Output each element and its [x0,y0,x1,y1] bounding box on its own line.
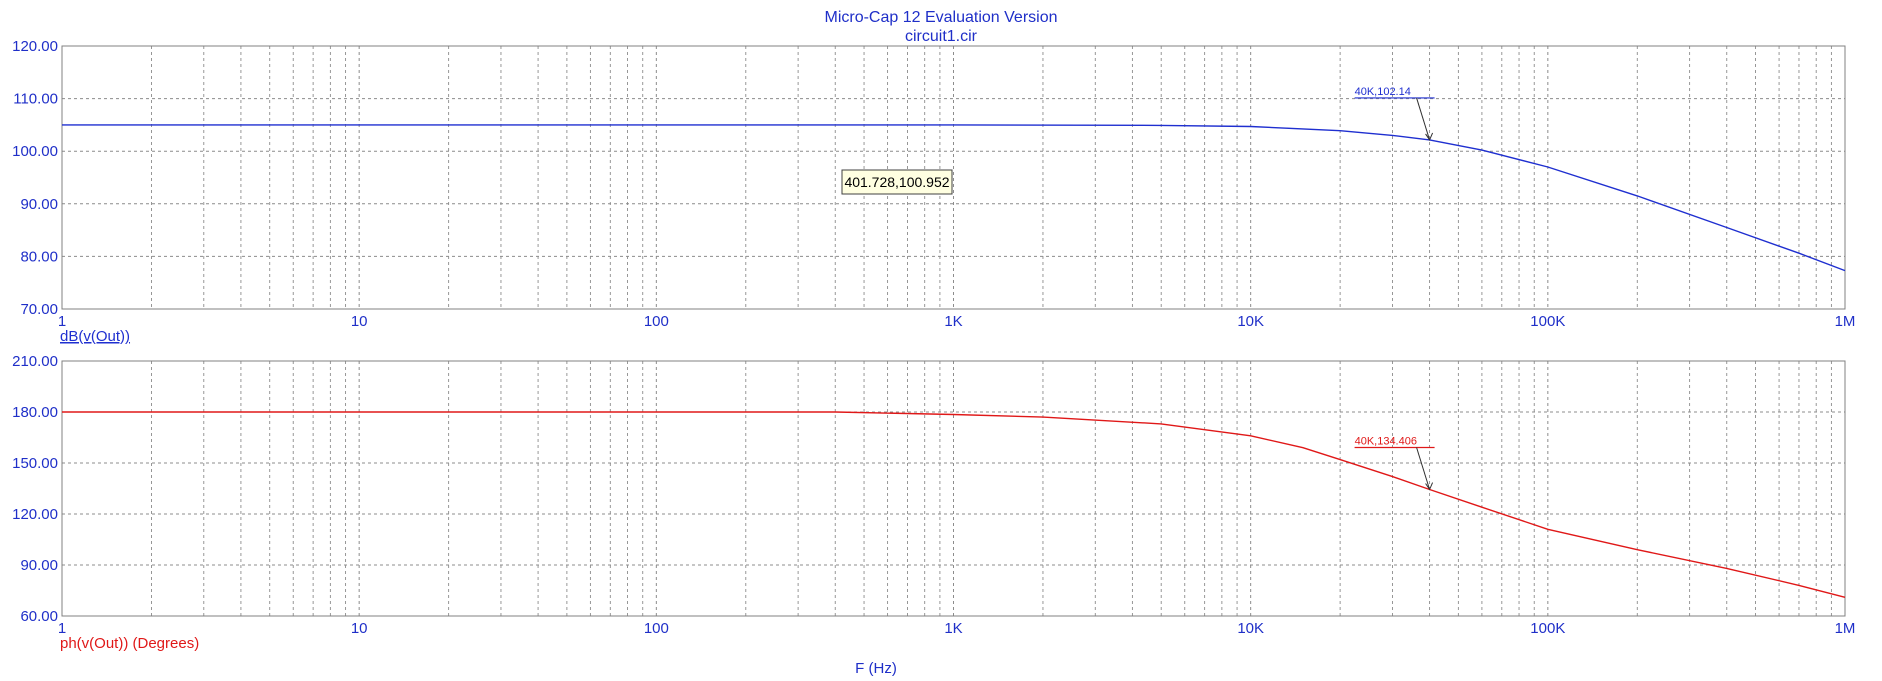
y-tick-label: 150.00 [12,455,58,472]
y-tick-label: 90.00 [20,196,58,213]
magnitude-panel: 70.00 80.00 90.00 100.00 110.00 120.00 1 10 100 1… [12,38,1855,345]
x-tick-label: 10K [1237,313,1264,330]
plot-frame [61,45,1846,310]
cursor-tooltip-box [841,169,953,195]
y-tick-label: 120.00 [12,38,58,55]
y-tick-label: 180.00 [12,404,58,421]
series-line [62,411,1846,598]
x-tick-label: 10 [351,620,368,637]
x-tick-label: 10 [351,313,368,330]
annotation-leader [1416,447,1431,490]
x-tick-label: 1M [1835,620,1856,637]
y-tick-label: 60.00 [20,608,58,625]
chart-title-line1: Micro-Cap 12 Evaluation Version [824,9,1057,26]
phase-panel: 60.00 90.00 120.00 150.00 180.00 210.00 1 10 100… [12,353,1855,652]
x-tick-label: 100K [1530,313,1565,330]
point-annotation-label: 40K,102.14 [1355,86,1411,98]
x-axis-label: F (Hz) [855,660,897,677]
y-tick-label: 120.00 [12,506,58,523]
plot-frame [61,360,1846,617]
chart-title-line2: circuit1.cir [905,28,978,45]
y-tick-label: 100.00 [12,143,58,160]
x-tick-label: 1M [1835,313,1856,330]
x-tick-label: 1K [944,313,962,330]
y-tick-label: 70.00 [20,301,58,318]
x-tick-label: 100K [1530,620,1565,637]
x-tick-label: 1 [58,620,66,637]
y-tick-label: 110.00 [13,91,58,108]
annotation-arrowhead [1425,132,1434,141]
y-axis-label: ph(v(Out)) (Degrees) [60,635,199,652]
point-annotation-label: 40K,134.406 [1355,436,1417,448]
series-line [62,124,1846,272]
cursor-tooltip-label: 401.728,100.952 [844,174,949,190]
x-tick-label: 10K [1237,620,1264,637]
y-tick-label: 210.00 [12,353,58,370]
annotation-leader [1416,97,1431,141]
y-axis-label: dB(v(Out)) [60,328,130,345]
x-tick-label: 100 [644,313,669,330]
annotation-arrowhead [1425,482,1434,491]
x-tick-label: 100 [644,620,669,637]
y-tick-label: 80.00 [20,248,58,265]
y-tick-label: 90.00 [20,557,58,574]
x-tick-label: 1K [944,620,962,637]
x-tick-label: 1 [58,313,66,330]
